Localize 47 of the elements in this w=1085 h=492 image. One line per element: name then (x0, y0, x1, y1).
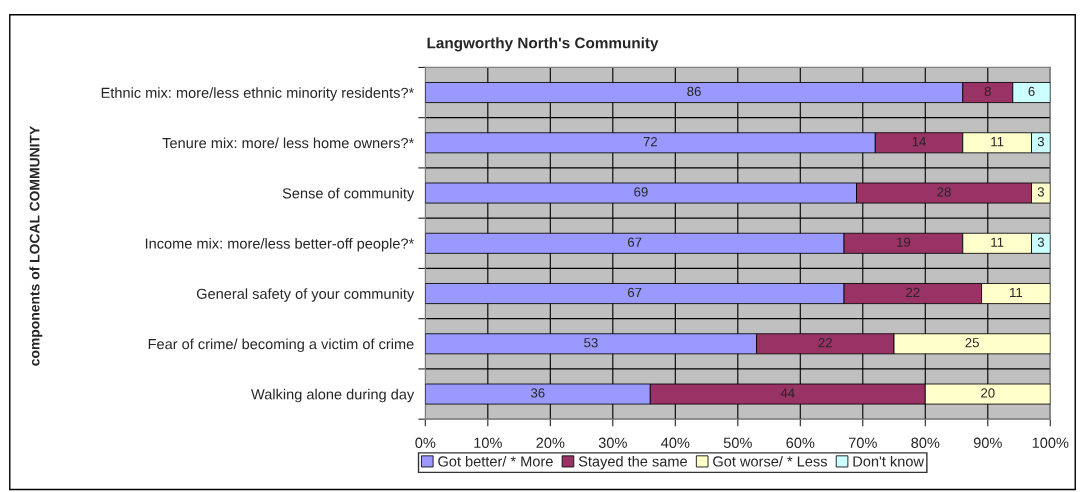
data-label: 25 (965, 338, 979, 348)
y-tick-label: Ethnic mix: more/less ethnic minority residents?* (101, 87, 414, 101)
data-label: 86 (687, 86, 701, 97)
y-tick-label: Sense of community (282, 187, 415, 202)
y-tick-label: Income mix: more/less better-off people?* (145, 238, 414, 252)
legend-label: Got worse/ * Less (713, 455, 827, 467)
data-label: 20 (981, 388, 995, 398)
legend-label: Don't know (853, 455, 924, 467)
data-label: 8 (984, 86, 991, 97)
x-tick-label: 40% (661, 437, 690, 448)
data-label: 36 (530, 388, 545, 398)
y-tick-label: Fear of crime/ becoming a victim of crime (148, 338, 414, 353)
x-tick-label: 90% (973, 437, 1002, 448)
x-tick-label: 20% (536, 437, 565, 448)
x-tick-label: 80% (911, 437, 940, 448)
x-tick-label: 0% (415, 437, 436, 448)
data-label: 69 (634, 187, 648, 197)
x-tick-label: 70% (848, 437, 877, 448)
data-label: 3 (1037, 136, 1044, 147)
x-tick-label: 10% (474, 437, 502, 448)
data-label: 11 (1010, 287, 1023, 297)
legend-label: Got better/ * More (438, 455, 553, 467)
data-label: 72 (643, 136, 657, 147)
legend-label: Stayed the same (578, 455, 687, 470)
x-tick-label: 60% (786, 437, 815, 448)
data-label: 67 (628, 237, 642, 247)
data-label: 19 (897, 237, 911, 247)
y-tick-label: Walking alone during day (251, 388, 415, 403)
data-label: 44 (780, 388, 795, 398)
data-label: 22 (906, 287, 920, 297)
data-label: 6 (1028, 86, 1035, 97)
data-label: 3 (1037, 237, 1044, 247)
data-label: 22 (818, 338, 832, 348)
data-label: 67 (628, 287, 642, 298)
x-tick-label: 50% (723, 437, 752, 448)
x-tick-label: 30% (598, 437, 627, 448)
y-axis-title: components of LOCAL COMMUNITY (29, 125, 43, 366)
x-tick-label: 100% (1032, 437, 1069, 448)
y-tick-label: General safety of your community (196, 288, 415, 302)
data-label: 11 (991, 237, 1004, 247)
data-label: 11 (991, 137, 1004, 147)
data-label: 14 (912, 137, 926, 147)
chart-title: Langworthy North's Community (427, 37, 659, 52)
data-label: 28 (937, 187, 951, 197)
data-label: 3 (1037, 187, 1044, 197)
y-tick-label: Tenure mix: more/ less home owners?* (162, 137, 414, 149)
data-label: 53 (584, 338, 598, 348)
